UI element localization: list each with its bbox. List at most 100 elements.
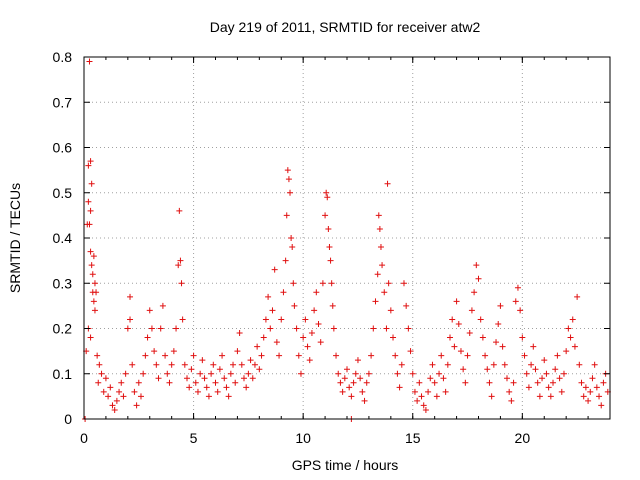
data-point (365, 370, 372, 377)
data-point (396, 384, 403, 391)
data-point (528, 361, 535, 368)
data-point (350, 379, 357, 386)
data-point (85, 162, 92, 169)
data-point (374, 271, 381, 278)
data-point (545, 384, 552, 391)
data-point (431, 379, 438, 386)
data-point (192, 379, 199, 386)
data-point (262, 316, 269, 323)
data-point (387, 307, 394, 314)
data-point (414, 397, 421, 404)
data-point (315, 320, 322, 327)
data-point (329, 302, 336, 309)
y-tick-label: 0.5 (53, 185, 73, 201)
data-point (178, 280, 185, 287)
data-point (219, 352, 226, 359)
data-point (409, 370, 416, 377)
data-point (429, 361, 436, 368)
data-point (124, 325, 131, 332)
data-point (451, 343, 458, 350)
data-point (159, 302, 166, 309)
data-point (585, 397, 592, 404)
data-point (302, 316, 309, 323)
data-point (563, 348, 570, 355)
data-point (240, 375, 247, 382)
y-tick-label: 0.4 (53, 230, 73, 246)
data-point (574, 293, 581, 300)
data-point (311, 307, 318, 314)
data-point (223, 384, 230, 391)
x-tick-label: 5 (190, 430, 198, 446)
data-point (541, 357, 548, 364)
grid-lines (84, 57, 610, 419)
data-point (357, 375, 364, 382)
data-point (181, 361, 188, 368)
data-point (284, 167, 291, 174)
data-point (457, 348, 464, 355)
data-point (335, 370, 342, 377)
x-tick-label: 20 (515, 430, 531, 446)
data-point (230, 361, 237, 368)
data-point (164, 370, 171, 377)
data-point (96, 361, 103, 368)
y-axis-label: SRMTID / TECUs (7, 183, 23, 293)
data-point (394, 370, 401, 377)
data-point (236, 330, 243, 337)
data-point (90, 298, 97, 305)
data-point (322, 212, 329, 219)
data-point (569, 316, 576, 323)
data-point (330, 325, 337, 332)
data-point (225, 393, 232, 400)
data-point (525, 384, 532, 391)
data-point (532, 366, 539, 373)
data-point (205, 393, 212, 400)
x-tick-label: 15 (405, 430, 421, 446)
y-tick-label: 0.6 (53, 140, 73, 156)
data-point (208, 370, 215, 377)
data-point (325, 225, 332, 232)
data-point (558, 388, 565, 395)
data-point (591, 361, 598, 368)
data-point (153, 361, 160, 368)
data-point (403, 302, 410, 309)
data-point (86, 221, 93, 228)
data-point (260, 334, 267, 341)
data-point (501, 361, 508, 368)
data-point (146, 307, 153, 314)
y-tick-label: 0.8 (53, 49, 73, 65)
data-point (384, 180, 391, 187)
data-point (179, 316, 186, 323)
data-point (140, 370, 147, 377)
data-point (144, 334, 151, 341)
x-tick-label: 0 (80, 430, 88, 446)
data-point (580, 393, 587, 400)
data-point (327, 257, 334, 264)
data-point (346, 384, 353, 391)
data-point (287, 189, 294, 196)
data-point (475, 275, 482, 282)
data-point (348, 393, 355, 400)
data-point (324, 194, 331, 201)
data-point (100, 388, 107, 395)
data-point (232, 379, 239, 386)
data-point (354, 357, 361, 364)
data-point (462, 379, 469, 386)
data-point (600, 379, 607, 386)
y-tick-label: 0.1 (53, 366, 73, 382)
data-point (482, 352, 489, 359)
data-point (249, 375, 256, 382)
data-point (495, 320, 502, 327)
data-point (87, 207, 94, 214)
data-point (550, 379, 557, 386)
data-point (341, 375, 348, 382)
data-point (556, 375, 563, 382)
data-point (184, 375, 191, 382)
data-point (254, 343, 261, 350)
data-point (142, 352, 149, 359)
data-point (94, 352, 101, 359)
data-point (447, 334, 454, 341)
data-point (293, 325, 300, 332)
data-point (175, 262, 182, 269)
data-point (176, 207, 183, 214)
